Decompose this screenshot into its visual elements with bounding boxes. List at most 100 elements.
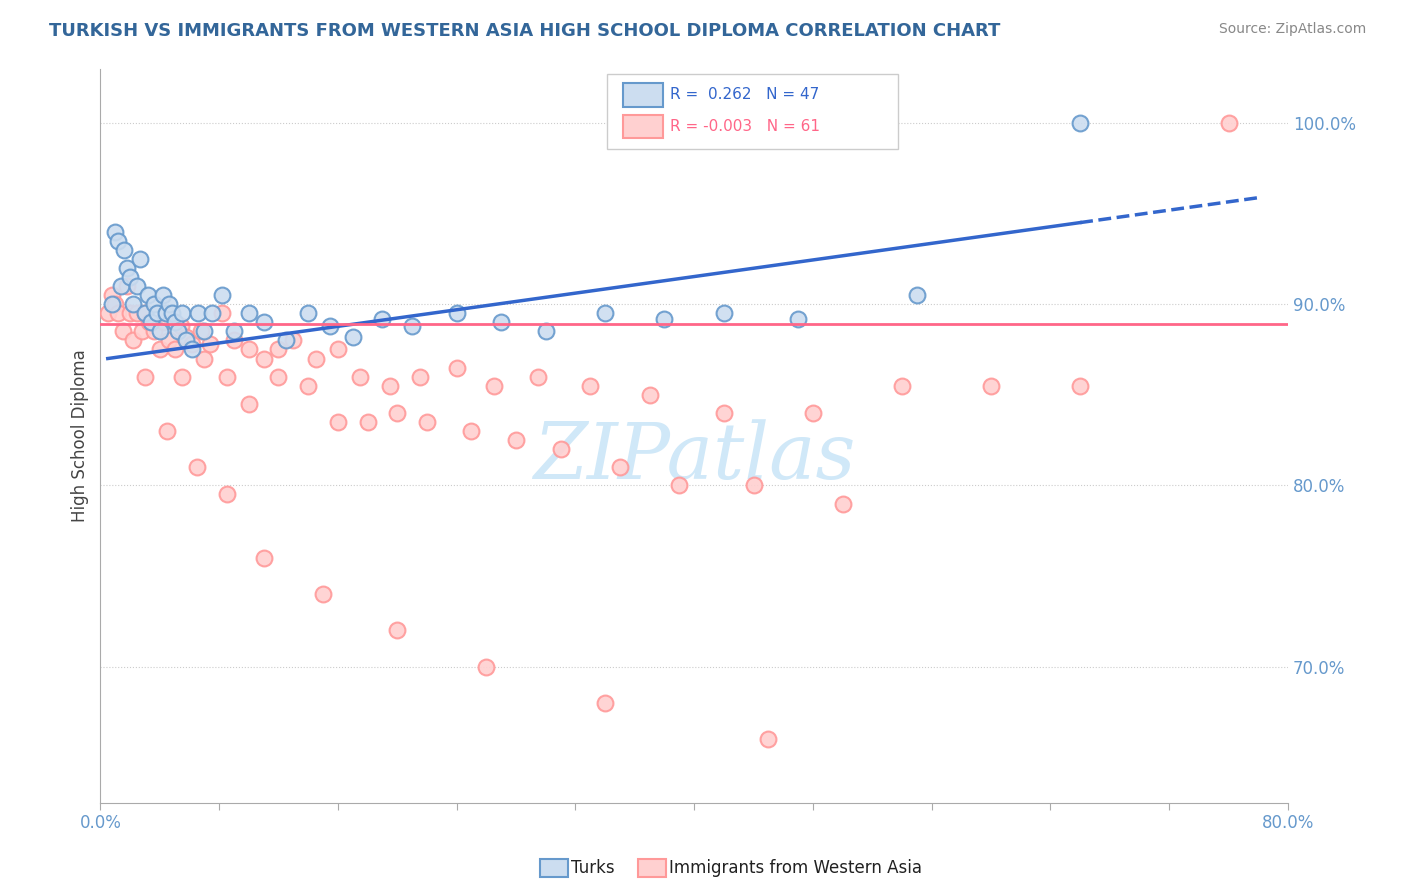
Point [160, 306, 183, 320]
Point [149, 324, 172, 338]
Point [1069, 116, 1091, 130]
Point [349, 369, 371, 384]
Point [156, 424, 179, 438]
Point [211, 306, 233, 320]
Point [122, 297, 145, 311]
Point [169, 318, 191, 333]
Point [118, 306, 141, 320]
Point [238, 343, 260, 357]
Point [211, 288, 233, 302]
Point [579, 378, 602, 392]
Point [134, 369, 156, 384]
Point [713, 306, 735, 320]
Point [200, 337, 222, 351]
Point [129, 252, 152, 266]
Point [127, 279, 149, 293]
Point [609, 460, 631, 475]
Text: R = -0.003   N = 61: R = -0.003 N = 61 [671, 119, 821, 134]
Point [460, 424, 482, 438]
Point [238, 397, 260, 411]
Point [127, 306, 149, 320]
Point [97, 306, 120, 320]
Point [101, 297, 124, 311]
Point [356, 415, 378, 429]
FancyBboxPatch shape [623, 83, 664, 107]
Point [980, 378, 1002, 392]
Point [319, 318, 342, 333]
Point [122, 334, 145, 348]
Point [742, 478, 765, 492]
Point [170, 306, 193, 320]
Point [654, 311, 676, 326]
Point [142, 297, 165, 311]
Text: Turks: Turks [571, 859, 614, 877]
Point [831, 496, 853, 510]
Point [297, 306, 319, 320]
Point [387, 406, 409, 420]
Point [550, 442, 572, 457]
Y-axis label: High School Diploma: High School Diploma [72, 349, 89, 522]
Point [312, 587, 335, 601]
Point [170, 369, 193, 384]
Point [326, 343, 349, 357]
Point [326, 415, 349, 429]
Point [104, 225, 127, 239]
Point [475, 659, 498, 673]
Point [107, 234, 129, 248]
Point [115, 279, 138, 293]
Point [101, 288, 124, 302]
Point [176, 330, 198, 344]
Point [482, 378, 505, 392]
Point [758, 732, 780, 747]
Point [153, 315, 176, 329]
Point [274, 334, 297, 348]
Point [115, 260, 138, 275]
Point [267, 343, 290, 357]
Point [163, 315, 186, 329]
Point [138, 315, 160, 329]
Point [215, 369, 238, 384]
Point [181, 337, 204, 351]
Point [267, 369, 290, 384]
Point [801, 406, 824, 420]
Point [408, 369, 430, 384]
Point [593, 306, 616, 320]
Point [1069, 378, 1091, 392]
Point [387, 624, 409, 638]
Point [638, 388, 661, 402]
Point [787, 311, 810, 326]
Point [505, 433, 527, 447]
Point [446, 306, 468, 320]
Point [222, 334, 245, 348]
Point [149, 343, 172, 357]
Point [163, 343, 186, 357]
Point [253, 550, 276, 565]
Point [157, 297, 180, 311]
Point [446, 360, 468, 375]
FancyBboxPatch shape [607, 74, 898, 149]
Point [111, 324, 134, 338]
Text: ZIPatlas: ZIPatlas [533, 419, 855, 496]
Point [157, 334, 180, 348]
Point [134, 306, 156, 320]
Point [166, 324, 188, 338]
Point [193, 324, 215, 338]
Point [371, 311, 394, 326]
Point [416, 415, 439, 429]
Point [152, 288, 174, 302]
Point [713, 406, 735, 420]
Point [131, 324, 153, 338]
Point [186, 460, 208, 475]
Point [527, 369, 550, 384]
Text: Immigrants from Western Asia: Immigrants from Western Asia [669, 859, 922, 877]
Point [201, 306, 224, 320]
Point [107, 306, 129, 320]
Point [134, 306, 156, 320]
Point [593, 696, 616, 710]
Text: Source: ZipAtlas.com: Source: ZipAtlas.com [1219, 22, 1367, 37]
Point [215, 487, 238, 501]
Point [190, 324, 212, 338]
Point [145, 306, 167, 320]
Point [187, 306, 209, 320]
Text: R =  0.262   N = 47: R = 0.262 N = 47 [671, 87, 820, 103]
